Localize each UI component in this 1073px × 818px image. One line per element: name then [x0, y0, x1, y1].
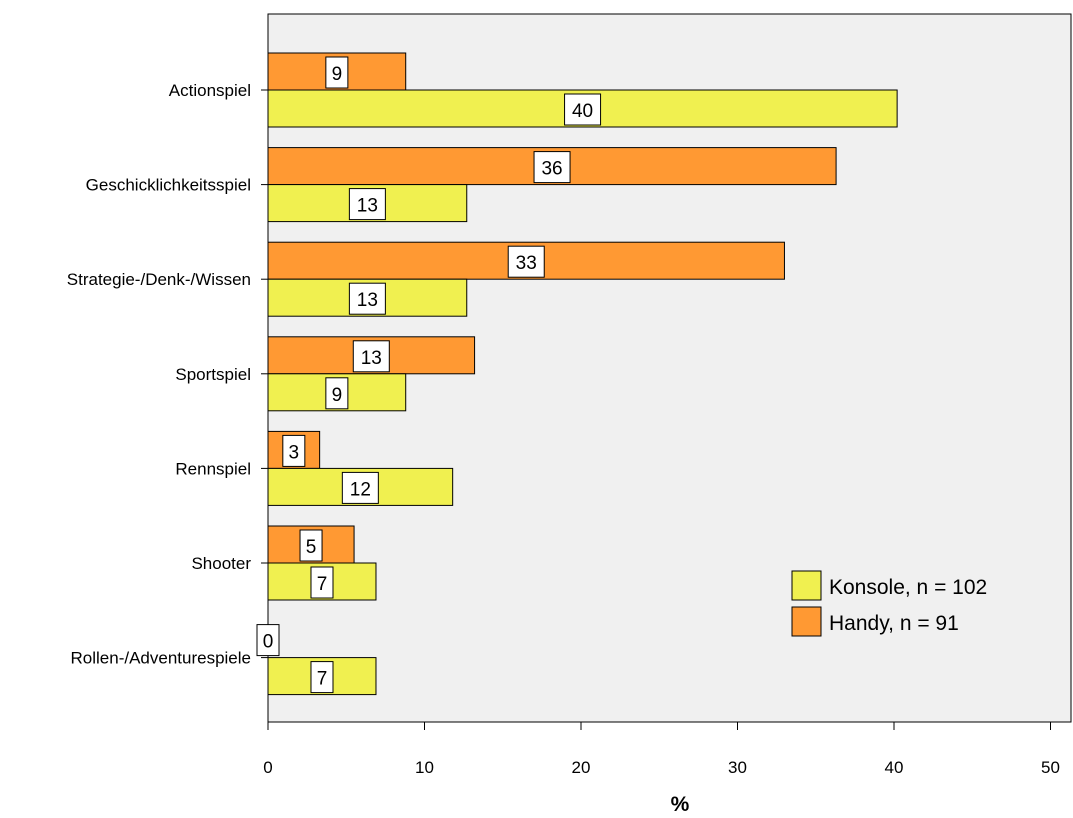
x-tick-label: 40: [885, 758, 904, 777]
data-label: 13: [348, 282, 386, 315]
data-label-box: [348, 282, 386, 315]
data-label-text: 12: [350, 479, 371, 500]
category-label: Geschicklichkeitsspiel: [86, 176, 251, 195]
x-axis: 0 10 20 30 40 50: [263, 722, 1060, 777]
category-label: Strategie-/Denk-/Wissen: [67, 270, 251, 289]
data-label: 3: [282, 434, 306, 467]
data-label-box: [299, 529, 323, 562]
data-label-text: 9: [332, 64, 343, 85]
data-label-text: 0: [263, 632, 274, 653]
data-label: 13: [348, 188, 386, 221]
data-label: 13: [352, 340, 390, 373]
data-label: 0: [256, 624, 280, 657]
legend-swatch: [791, 606, 822, 637]
data-label: 40: [564, 93, 602, 126]
data-label-text: 7: [317, 669, 328, 690]
data-label-box: [256, 624, 280, 657]
x-tick-label: 10: [415, 758, 434, 777]
legend: Konsole, n = 102 Handy, n = 91: [791, 570, 987, 637]
category-label: Rennspiel: [175, 459, 251, 478]
data-label-box: [564, 93, 602, 126]
data-label-box: [341, 471, 379, 504]
data-label-box: [282, 434, 306, 467]
data-label: 12: [341, 471, 379, 504]
x-tick-label: 50: [1041, 758, 1060, 777]
x-tick-label: 20: [572, 758, 591, 777]
data-label: 9: [325, 56, 349, 89]
data-label-box: [310, 566, 334, 599]
data-label: 33: [507, 245, 545, 278]
x-axis-title: %: [671, 793, 690, 816]
legend-label: Konsole, n = 102: [829, 576, 987, 599]
data-label-text: 5: [306, 537, 317, 558]
category-label: Shooter: [191, 554, 251, 573]
category-label: Rollen-/Adventurespiele: [71, 649, 252, 668]
data-label-box: [325, 377, 349, 410]
data-label-text: 33: [516, 253, 537, 274]
data-label: 5: [299, 529, 323, 562]
data-label-text: 13: [361, 348, 382, 369]
data-label-text: 40: [572, 101, 593, 122]
y-axis: Actionspiel Geschicklichkeitsspiel Strateg…: [67, 14, 269, 722]
data-label-text: 7: [317, 574, 328, 595]
x-tick-label: 0: [263, 758, 272, 777]
data-label-box: [348, 188, 386, 221]
data-label-box: [325, 56, 349, 89]
legend-swatch: [791, 570, 822, 601]
category-label: Sportspiel: [175, 365, 251, 384]
data-label-text: 9: [332, 385, 343, 406]
data-label-box: [533, 151, 571, 184]
data-label-text: 13: [357, 290, 378, 311]
data-label-text: 3: [289, 442, 300, 463]
data-label-text: 13: [357, 196, 378, 217]
data-label-box: [352, 340, 390, 373]
data-label: 7: [310, 566, 334, 599]
data-label: 36: [533, 151, 571, 184]
data-label-box: [507, 245, 545, 278]
category-label: Actionspiel: [169, 81, 251, 100]
data-label-box: [310, 661, 334, 694]
data-label: 7: [310, 661, 334, 694]
legend-label: Handy, n = 91: [829, 612, 959, 635]
x-tick-label: 30: [728, 758, 747, 777]
data-label-text: 36: [541, 159, 562, 180]
data-label: 9: [325, 377, 349, 410]
